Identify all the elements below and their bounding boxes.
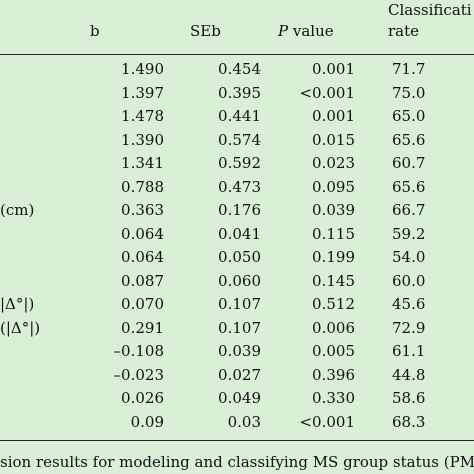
table-row: –0.023 0.027 0.396 44.8 [0, 366, 474, 387]
cell-b: 1.478 [121, 107, 164, 125]
cell-p-value: 0.001 [312, 60, 355, 78]
cell-classification-rate: 54.0 [392, 248, 426, 266]
cell-p-value: 0.006 [312, 318, 355, 337]
table-row: 1.490 0.454 0.001 71.7 [0, 60, 474, 81]
table-row: 0.788 0.473 0.095 65.6 [0, 178, 474, 199]
cell-b: 0.291 [121, 318, 164, 337]
cell-classification-rate: 66.7 [392, 201, 426, 219]
cell-b: 0.064 [121, 248, 164, 266]
cell-b: –0.108 [113, 342, 164, 360]
col-header-seb: SEb [190, 22, 221, 40]
table-row: 0.087 0.060 0.145 60.0 [0, 272, 474, 293]
cell-b: 1.341 [121, 154, 164, 172]
cell-b: 0.788 [121, 177, 164, 196]
cell-b: 1.390 [121, 130, 164, 149]
cell-p-value: <0.001 [299, 412, 355, 431]
cell-p-value: 0.512 [312, 295, 355, 313]
row-label: |Δ°|) [0, 295, 35, 313]
cell-classification-rate: 58.6 [392, 389, 426, 407]
table-row: 1.478 0.441 0.001 65.0 [0, 107, 474, 128]
cell-seb: 0.574 [218, 130, 261, 149]
p-rest: value [288, 22, 334, 40]
table-row: (|Δ°|) 0.291 0.107 0.006 72.9 [0, 319, 474, 340]
cell-seb: 0.473 [218, 177, 261, 196]
cell-classification-rate: 65.6 [392, 177, 426, 196]
cell-seb: 0.027 [218, 365, 261, 384]
table-row: 1.397 0.395 <0.001 75.0 [0, 84, 474, 105]
cell-classification-rate: 75.0 [392, 83, 426, 102]
table-row: 0.064 0.050 0.199 54.0 [0, 248, 474, 269]
p-italic: P [278, 22, 289, 40]
cell-seb: 0.592 [218, 154, 261, 172]
col-header-b: b [90, 22, 100, 40]
cell-classification-rate: 44.8 [392, 365, 426, 384]
cell-classification-rate: 68.3 [392, 412, 426, 431]
cell-p-value: 0.115 [312, 224, 355, 243]
cell-p-value: 0.023 [312, 154, 355, 172]
cell-seb: 0.03 [227, 412, 261, 431]
cell-p-value: 0.396 [312, 365, 355, 384]
cell-classification-rate: 72.9 [392, 318, 426, 337]
cell-b: –0.023 [113, 365, 164, 384]
cell-b: 0.087 [121, 271, 164, 290]
table-row: 0.064 0.041 0.115 59.2 [0, 225, 474, 246]
cell-classification-rate: 65.0 [392, 107, 426, 125]
cell-seb: 0.107 [218, 318, 261, 337]
cell-b: 0.026 [121, 389, 164, 407]
table-row: 0.026 0.049 0.330 58.6 [0, 389, 474, 410]
cell-classification-rate: 60.7 [392, 154, 426, 172]
cell-p-value: <0.001 [299, 83, 355, 102]
cell-seb: 0.050 [218, 248, 261, 266]
table-row: 1.341 0.592 0.023 60.7 [0, 154, 474, 175]
row-label: (|Δ°|) [0, 318, 41, 337]
table-row: |Δ°|) 0.070 0.107 0.512 45.6 [0, 295, 474, 316]
cell-classification-rate: 59.2 [392, 224, 426, 243]
table-caption: sion results for modeling and classifyin… [0, 453, 474, 471]
cell-p-value: 0.039 [312, 201, 355, 219]
cell-p-value: 0.005 [312, 342, 355, 360]
cell-b: 1.490 [121, 60, 164, 78]
cell-seb: 0.441 [218, 107, 261, 125]
cell-classification-rate: 61.1 [392, 342, 426, 360]
cell-p-value: 0.095 [312, 177, 355, 196]
cell-seb: 0.060 [218, 271, 261, 290]
cell-seb: 0.049 [218, 389, 261, 407]
cell-seb: 0.395 [218, 83, 261, 102]
table-row: 1.390 0.574 0.015 65.6 [0, 131, 474, 152]
col-header-p-value: P value [278, 22, 334, 40]
cell-p-value: 0.199 [312, 248, 355, 266]
cell-seb: 0.454 [218, 60, 261, 78]
cell-p-value: 0.001 [312, 107, 355, 125]
table-row: (cm) 0.363 0.176 0.039 66.7 [0, 201, 474, 222]
cell-seb: 0.176 [218, 201, 261, 219]
header-rule [0, 54, 474, 55]
table-row: –0.108 0.039 0.005 61.1 [0, 342, 474, 363]
cell-seb: 0.041 [218, 224, 261, 243]
cell-classification-rate: 65.6 [392, 130, 426, 149]
cell-p-value: 0.145 [312, 271, 355, 290]
table-row: 0.09 0.03 <0.001 68.3 [0, 413, 474, 434]
cell-b: 0.064 [121, 224, 164, 243]
cell-p-value: 0.330 [312, 389, 355, 407]
cell-b: 1.397 [121, 83, 164, 102]
bottom-rule [0, 440, 474, 441]
row-label: (cm) [0, 201, 35, 219]
cell-classification-rate: 71.7 [392, 60, 426, 78]
cell-classification-rate: 45.6 [392, 295, 426, 313]
cell-seb: 0.107 [218, 295, 261, 313]
cell-p-value: 0.015 [312, 130, 355, 149]
cell-b: 0.070 [121, 295, 164, 313]
cell-classification-rate: 60.0 [392, 271, 426, 290]
col-header-classification-line1: Classificati [388, 1, 472, 19]
cell-b: 0.363 [121, 201, 164, 219]
cell-seb: 0.039 [218, 342, 261, 360]
col-header-classification-line2: rate [388, 22, 420, 40]
cell-b: 0.09 [130, 412, 164, 431]
